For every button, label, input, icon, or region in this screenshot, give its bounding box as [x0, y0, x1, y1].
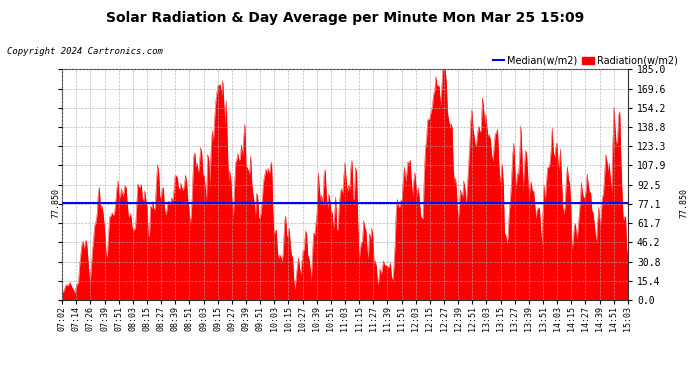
Text: Solar Radiation & Day Average per Minute Mon Mar 25 15:09: Solar Radiation & Day Average per Minute… — [106, 11, 584, 25]
Text: 77.850: 77.850 — [52, 188, 61, 218]
Text: Copyright 2024 Cartronics.com: Copyright 2024 Cartronics.com — [7, 47, 163, 56]
Text: 77.850: 77.850 — [680, 188, 689, 218]
Legend: Median(w/m2), Radiation(w/m2): Median(w/m2), Radiation(w/m2) — [489, 52, 682, 69]
